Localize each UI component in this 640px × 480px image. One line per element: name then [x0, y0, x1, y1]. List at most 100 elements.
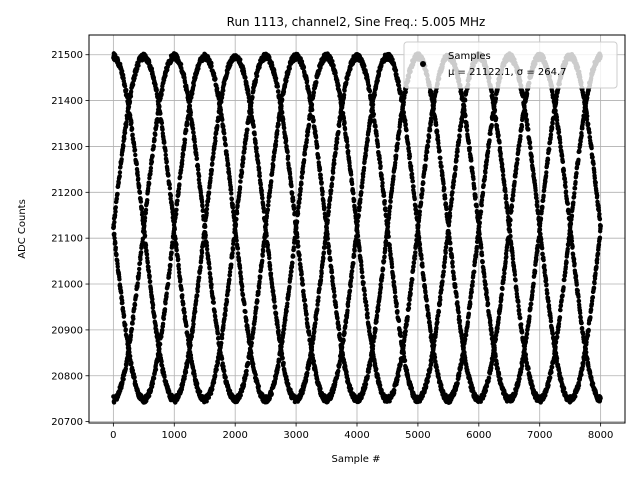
data-point: [240, 284, 245, 289]
data-point: [120, 300, 125, 306]
data-point: [290, 197, 296, 203]
data-point: [411, 184, 416, 189]
data-point: [238, 179, 243, 184]
data-point: [412, 196, 417, 202]
data-point: [173, 236, 178, 241]
data-point: [238, 393, 243, 398]
data-point: [219, 340, 224, 346]
data-point: [115, 191, 120, 197]
data-point: [362, 292, 367, 298]
data-point: [130, 82, 136, 87]
data-point: [307, 332, 312, 337]
data-point: [198, 264, 203, 270]
data-point: [145, 260, 150, 265]
data-point: [381, 193, 387, 198]
data-point: [199, 199, 205, 204]
data-point: [188, 110, 194, 115]
data-point: [329, 270, 335, 275]
data-point: [289, 264, 295, 269]
data-point: [347, 288, 353, 293]
data-point: [188, 343, 193, 348]
data-point: [269, 391, 274, 397]
data-point: [200, 208, 206, 213]
data-point: [160, 87, 165, 93]
data-point: [306, 122, 312, 128]
data-point: [295, 239, 300, 244]
data-point: [244, 317, 249, 323]
data-point: [375, 144, 381, 149]
data-point: [372, 92, 377, 98]
data-point: [276, 122, 281, 127]
data-point: [136, 176, 141, 181]
data-point: [164, 294, 169, 300]
data-point: [118, 285, 123, 290]
data-point: [112, 219, 117, 225]
data-point: [409, 171, 415, 177]
data-point: [176, 190, 181, 195]
data-point: [193, 309, 198, 314]
data-point: [280, 339, 285, 344]
data-point: [206, 196, 211, 201]
data-point: [203, 232, 208, 238]
data-point: [254, 305, 259, 310]
data-point: [158, 111, 163, 116]
data-point: [265, 207, 271, 212]
data-point: [113, 209, 118, 214]
data-point: [357, 205, 362, 210]
data-point: [211, 300, 216, 305]
data-point: [189, 95, 194, 100]
data-point: [146, 60, 152, 65]
data-point: [344, 369, 349, 375]
data-point: [223, 308, 228, 313]
data-point: [349, 275, 354, 280]
data-point: [404, 127, 409, 133]
data-point: [114, 252, 119, 257]
data-point: [326, 209, 331, 214]
data-point: [349, 268, 355, 274]
data-point: [380, 180, 385, 186]
data-point: [127, 113, 133, 118]
data-point: [394, 301, 399, 306]
data-point: [364, 307, 369, 312]
data-point: [161, 316, 166, 321]
data-point: [300, 282, 306, 287]
data-point: [406, 301, 412, 307]
data-point: [163, 152, 168, 158]
data-point: [240, 292, 246, 298]
data-point: [401, 110, 406, 115]
data-point: [113, 205, 119, 210]
data-point: [129, 120, 134, 125]
data-point: [392, 290, 398, 295]
data-point: [215, 123, 220, 129]
data-point: [159, 334, 164, 339]
data-point: [295, 211, 301, 216]
data-point: [280, 110, 285, 115]
data-point: [167, 182, 172, 187]
data-point: [387, 204, 393, 209]
data-point: [210, 161, 215, 166]
data-point: [164, 159, 169, 164]
data-point: [221, 88, 226, 93]
data-point: [289, 183, 294, 189]
data-point: [296, 204, 301, 209]
data-point: [377, 383, 383, 388]
data-point: [383, 207, 388, 213]
data-point: [135, 169, 140, 175]
data-point: [149, 159, 155, 165]
data-point: [355, 223, 360, 228]
data-point: [374, 313, 380, 318]
data-point: [249, 350, 254, 356]
data-point: [249, 100, 254, 105]
data-point: [305, 370, 310, 376]
data-point: [394, 153, 399, 158]
data-point: [220, 117, 225, 123]
data-point: [209, 167, 214, 173]
data-point: [261, 248, 266, 254]
data-point: [153, 367, 159, 372]
data-point: [348, 386, 354, 392]
data-point: [239, 276, 244, 282]
data-point: [348, 284, 353, 289]
data-point: [328, 257, 333, 263]
data-point: [361, 280, 366, 285]
data-point: [326, 243, 331, 249]
